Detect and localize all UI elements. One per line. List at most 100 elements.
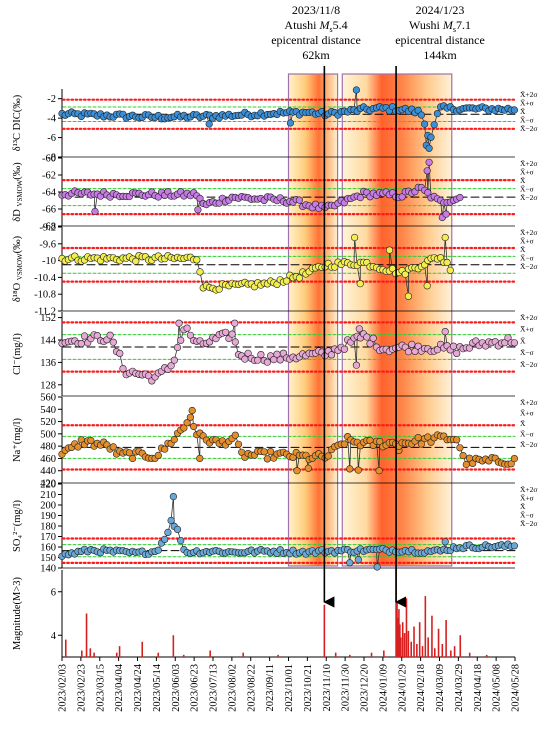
event-label-1-line-1: 2023/11/8 <box>292 3 340 17</box>
band-label: X̄ <box>520 245 526 254</box>
highlight-window-1 <box>287 73 339 567</box>
x-tick-label: 2023/10/01 <box>284 664 295 712</box>
data-point <box>417 111 426 119</box>
data-point <box>340 345 349 353</box>
y-tick-label: -4 <box>47 114 56 125</box>
data-point <box>443 258 451 267</box>
data-point <box>404 348 413 356</box>
data-point <box>398 193 406 201</box>
data-point <box>180 424 188 432</box>
y-tick-label: -11.2 <box>35 307 56 318</box>
data-point <box>427 133 435 141</box>
data-point <box>356 280 364 288</box>
x-tick-label: 2023/08/02 <box>227 664 238 712</box>
data-point <box>263 358 272 366</box>
data-point <box>346 465 354 473</box>
x-tick-label: 2024/05/28 <box>511 664 522 712</box>
x-tick-label: 2023/10/21 <box>303 664 314 712</box>
magnitude-tick-label: 4 <box>51 631 57 642</box>
data-point <box>170 356 178 364</box>
y-tick-label: 440 <box>40 466 56 477</box>
data-point <box>193 256 201 264</box>
x-tick-label: 2023/08/22 <box>246 664 257 712</box>
highlight-windows <box>287 73 453 567</box>
magnitude-tick-label: 6 <box>51 587 56 598</box>
data-point <box>228 330 236 338</box>
band-label: X̄+σ <box>520 237 534 246</box>
data-point <box>93 332 101 340</box>
x-tick-label: 2024/03/29 <box>454 664 465 712</box>
band-label: X̄+σ <box>520 99 534 108</box>
data-point <box>167 516 175 525</box>
data-point <box>169 493 177 501</box>
x-tick-label: 2023/06/03 <box>171 664 182 712</box>
data-point <box>231 431 239 439</box>
data-point <box>304 464 312 472</box>
data-point <box>186 331 194 339</box>
data-point <box>77 340 85 348</box>
data-point <box>257 351 265 359</box>
data-point <box>456 444 464 452</box>
data-point <box>507 460 515 468</box>
data-point <box>234 440 243 448</box>
data-point <box>87 436 95 445</box>
data-point <box>504 334 512 342</box>
data-point <box>283 277 291 285</box>
y-tick-label: 500 <box>40 429 56 440</box>
data-point <box>423 167 431 175</box>
data-point <box>167 362 175 370</box>
data-point <box>190 422 198 431</box>
y-axis-label-na: Na⁺(mg/l) <box>12 417 23 462</box>
data-point <box>352 361 361 369</box>
x-tick-label: 2024/01/29 <box>397 664 408 712</box>
x-tick-label: 2023/09/11 <box>265 664 276 711</box>
data-point <box>295 274 304 282</box>
y-tick-label: 190 <box>40 511 56 522</box>
data-point <box>129 454 137 463</box>
y-tick-label: -8 <box>47 153 56 164</box>
band-label: X̄ <box>520 107 526 116</box>
y-tick-label: 200 <box>40 501 56 512</box>
y-tick-label: 180 <box>40 522 56 533</box>
y-tick-label: 136 <box>40 358 56 369</box>
x-tick-label: 2023/04/24 <box>133 663 144 712</box>
band-label: X̄−2σ <box>520 262 537 271</box>
y-tick-label: -64 <box>42 188 57 199</box>
x-tick-label: 2024/01/09 <box>378 664 389 712</box>
y-axis-label-dD: δD VSMOW(‰) <box>12 162 24 222</box>
data-point <box>425 144 433 152</box>
x-tick-label: 2024/03/09 <box>435 664 446 712</box>
data-point <box>442 210 450 218</box>
data-point <box>510 455 519 463</box>
x-tick-label: 2023/06/23 <box>190 664 201 712</box>
data-point <box>170 436 178 444</box>
band-label: X̄ <box>520 176 526 185</box>
magnitude-y-label: Magnitude(M>3) <box>12 577 23 650</box>
band-label: X̄−2σ <box>520 440 537 449</box>
data-point <box>161 535 169 544</box>
data-point <box>446 266 454 274</box>
y-tick-label: 520 <box>40 417 56 428</box>
band-label: X̄−σ <box>520 185 534 194</box>
band-label: X̄−σ <box>520 430 534 439</box>
y-tick-label: 150 <box>40 553 56 564</box>
y-tick-label: -2 <box>47 94 56 105</box>
y-tick-label: 460 <box>40 454 56 465</box>
data-point <box>453 436 461 444</box>
data-point <box>267 448 275 456</box>
data-point <box>366 340 374 348</box>
data-point <box>354 466 362 474</box>
y-tick-label: -60 <box>42 154 56 165</box>
data-point <box>433 109 442 118</box>
y-tick-label: -9.2 <box>39 223 56 234</box>
band-label: X̄−σ <box>520 511 534 520</box>
data-point <box>222 328 230 336</box>
data-point <box>132 257 140 265</box>
y-tick-label: -68 <box>42 222 56 233</box>
x-tick-label: 2024/02/18 <box>416 664 427 712</box>
band-label: X̄ <box>520 336 526 345</box>
y-axis-label-cl: Cl⁻(mg/l) <box>12 333 23 375</box>
data-point <box>441 233 449 242</box>
